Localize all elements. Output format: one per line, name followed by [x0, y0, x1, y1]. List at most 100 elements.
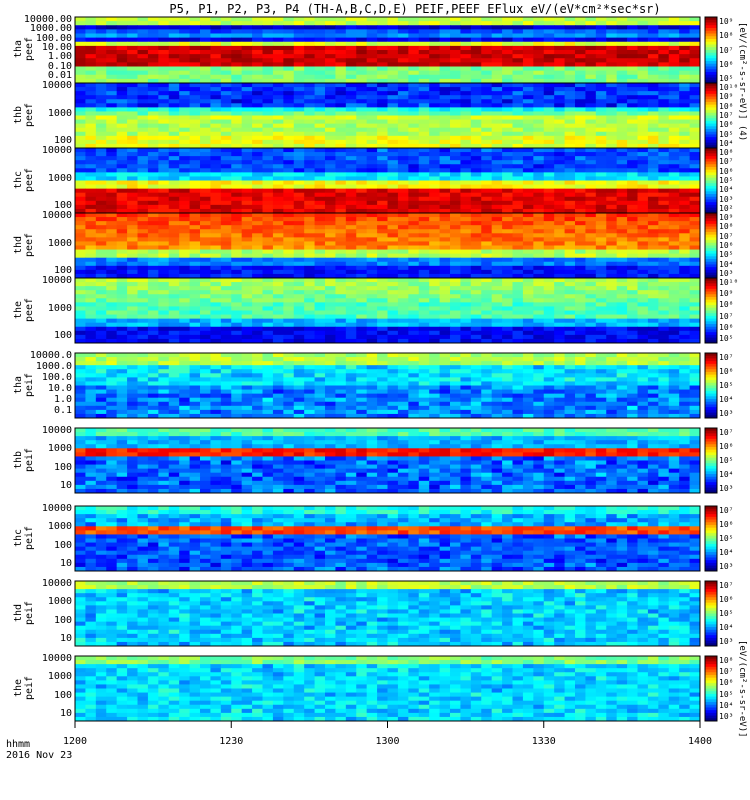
spectrogram-cell	[304, 237, 316, 242]
spectrogram-cell	[429, 326, 441, 332]
spectrogram-cell	[137, 135, 149, 141]
spectrogram-cell	[543, 188, 555, 194]
spectrogram-cell	[689, 83, 701, 88]
spectrogram-cell	[522, 225, 534, 230]
spectrogram-cell	[179, 225, 191, 230]
figure-title: P5, P1, P2, P3, P4 (TH-A,B,C,D,E) PEIF,P…	[169, 2, 661, 16]
spectrogram-cell	[262, 184, 274, 190]
spectrogram-cell	[564, 200, 576, 206]
spectrogram-cell	[377, 21, 388, 26]
spectrogram-cell	[252, 95, 263, 100]
spectrogram-cell	[481, 318, 493, 324]
spectrogram-cell	[366, 249, 378, 255]
spectrogram-cell	[418, 294, 430, 299]
spectrogram-cell	[252, 322, 263, 328]
spectrogram-cell	[387, 33, 399, 39]
spectrogram-cell	[429, 111, 441, 116]
spectrogram-cell	[606, 286, 618, 291]
spectrogram-cell	[543, 204, 555, 210]
spectrogram-cell	[637, 290, 649, 295]
spectrogram-cell	[168, 294, 180, 299]
spectrogram-cell	[210, 41, 222, 47]
spectrogram-cell	[241, 213, 253, 218]
spectrogram-cell	[147, 269, 159, 275]
spectrogram-cell	[575, 241, 586, 246]
spectrogram-cell	[335, 180, 347, 186]
spectrogram-cell	[345, 353, 357, 358]
spectrogram-cell	[189, 29, 201, 35]
spectrogram-cell	[668, 208, 680, 214]
spectrogram-cell	[200, 314, 211, 320]
spectrogram-cell	[293, 123, 305, 129]
spectrogram-cell	[564, 37, 576, 43]
spectrogram-cell	[585, 184, 597, 190]
spectrogram-cell	[450, 127, 461, 133]
spectrogram-cell	[158, 294, 170, 299]
spectrogram-cell	[241, 123, 253, 129]
spectrogram-cell	[200, 322, 211, 328]
spectrogram-cell	[189, 83, 201, 88]
spectrogram-cell	[668, 131, 680, 137]
spectrogram-cell	[356, 74, 368, 80]
spectrogram-cell	[147, 33, 159, 39]
spectrogram-cell	[325, 306, 336, 311]
spectrogram-cell	[272, 322, 284, 328]
spectrogram-cell	[262, 168, 274, 173]
spectrogram-cell	[231, 107, 243, 112]
spectrogram-cell	[397, 17, 409, 22]
spectrogram-cell	[387, 148, 399, 153]
spectrogram-cell	[137, 131, 149, 137]
spectrogram-cell	[179, 261, 191, 267]
spectrogram-cell	[283, 306, 295, 311]
spectrogram-cell	[179, 294, 191, 299]
spectrogram-cell	[606, 208, 618, 214]
spectrogram-cell	[554, 302, 566, 307]
spectrogram-cell	[689, 87, 701, 92]
spectrogram-cell	[304, 111, 316, 116]
spectrogram-cell	[689, 99, 701, 104]
spectrogram-cell	[127, 188, 138, 194]
spectrogram-cell	[481, 160, 493, 165]
spectrogram-cell	[220, 310, 232, 316]
spectrogram-cell	[512, 353, 524, 358]
spectrogram-cell	[241, 257, 253, 263]
spectrogram-cell	[502, 25, 513, 30]
spectrogram-cell	[522, 196, 534, 202]
spectrogram-cell	[564, 33, 576, 39]
spectrogram-cell	[127, 119, 138, 125]
colorbar-segment	[705, 63, 717, 67]
spectrogram-cell	[179, 127, 191, 133]
spectrogram-cell	[377, 253, 388, 259]
spectrogram-cell	[491, 257, 503, 263]
spectrogram-cell	[116, 45, 128, 51]
spectrogram-cell	[522, 322, 534, 328]
spectrogram-cell	[106, 135, 118, 141]
spectrogram-cell	[262, 160, 274, 165]
spectrogram-cell	[252, 115, 263, 121]
spectrogram-cell	[554, 148, 566, 153]
spectrogram-cell	[366, 269, 378, 275]
spectrogram-cell	[512, 310, 524, 316]
spectrogram-cell	[522, 310, 534, 316]
spectrogram-cell	[387, 213, 399, 218]
spectrogram-cell	[481, 286, 493, 291]
spectrogram-cell	[210, 139, 222, 145]
spectrogram-cell	[200, 107, 211, 112]
spectrogram-cell	[252, 294, 263, 299]
spectrogram-cell	[595, 156, 607, 161]
spectrogram-cell	[168, 115, 180, 121]
spectrogram-cell	[408, 302, 420, 307]
spectrogram-cell	[522, 95, 534, 100]
spectrogram-cell	[377, 334, 388, 340]
spectrogram-cell	[283, 282, 295, 287]
spectrogram-cell	[543, 111, 555, 116]
spectrogram-cell	[418, 139, 430, 145]
spectrogram-cell	[418, 164, 430, 169]
spectrogram-cell	[314, 87, 326, 92]
spectrogram-cell	[356, 286, 368, 291]
spectrogram-cell	[345, 58, 357, 63]
spectrogram-cell	[179, 29, 191, 35]
spectrogram-cell	[522, 74, 534, 80]
spectrogram-cell	[658, 278, 670, 283]
spectrogram-cell	[293, 87, 305, 92]
